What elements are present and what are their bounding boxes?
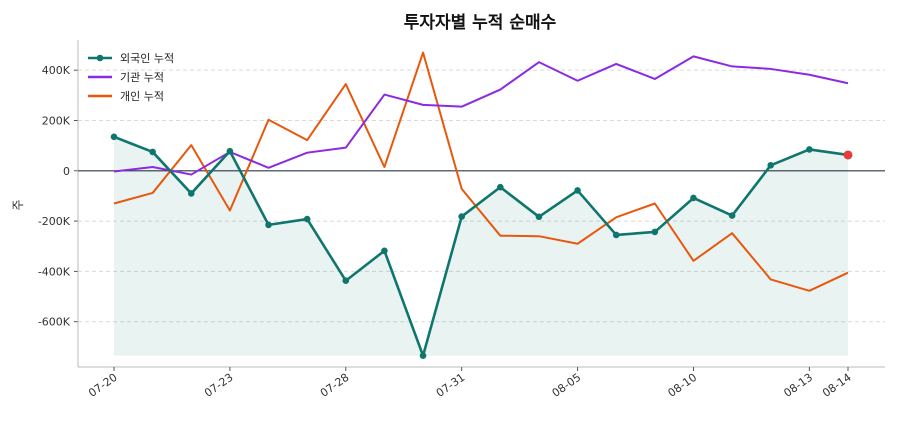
data-point	[767, 161, 775, 169]
y-tick-label: 200K	[42, 114, 71, 127]
foreigner-area-fill	[114, 136, 848, 356]
data-point	[149, 148, 156, 156]
x-tick-label: 07-28	[318, 371, 352, 400]
x-tick-label: 08-13	[781, 371, 815, 400]
x-tick-label: 07-20	[86, 371, 120, 400]
data-point	[651, 228, 659, 236]
data-point	[303, 215, 311, 223]
axis-layer: 400K 200K 0 -200K -400K -600K 07-20 07-23 07-28 0…	[38, 40, 885, 400]
data-point	[110, 133, 118, 141]
x-tick-label: 08-10	[666, 371, 700, 400]
y-tick-label: 0	[63, 165, 70, 178]
y-tick-label: -600K	[38, 316, 71, 329]
legend-label: 개인 누적	[120, 90, 164, 103]
x-tick-label: 08-14	[820, 371, 854, 400]
grid-layer	[78, 69, 885, 323]
data-point	[381, 247, 388, 255]
series-line-1	[113, 55, 849, 176]
data-point	[226, 147, 234, 155]
data-point	[535, 213, 543, 221]
legend-label: 기관 누적	[120, 71, 164, 84]
legend-swatch-marker	[96, 54, 104, 62]
fill-layer	[114, 136, 848, 356]
data-point	[612, 231, 620, 239]
x-tick-label: 08-05	[550, 371, 584, 400]
data-point	[574, 187, 581, 194]
series-layer	[110, 51, 853, 359]
data-point	[342, 277, 350, 285]
data-point	[187, 190, 195, 197]
chart-title: 투자자별 누적 순매수	[404, 13, 557, 33]
data-point	[265, 221, 272, 229]
data-point	[497, 183, 504, 191]
data-point	[458, 213, 465, 220]
x-tick-label: 07-31	[434, 371, 468, 400]
data-point	[806, 146, 813, 153]
series-line-0	[113, 135, 849, 357]
data-point	[690, 194, 697, 202]
y-tick-label: -400K	[38, 265, 71, 278]
legend-label: 외국인 누적	[120, 52, 174, 65]
x-tick-label: 07-23	[202, 371, 236, 400]
series-line-2	[113, 51, 849, 292]
y-axis-label: 주	[11, 199, 25, 210]
data-point	[728, 212, 736, 219]
data-point	[419, 352, 427, 359]
last-point-highlight	[843, 150, 853, 160]
y-tick-label: 400K	[42, 64, 71, 77]
y-tick-label: -200K	[38, 215, 71, 228]
